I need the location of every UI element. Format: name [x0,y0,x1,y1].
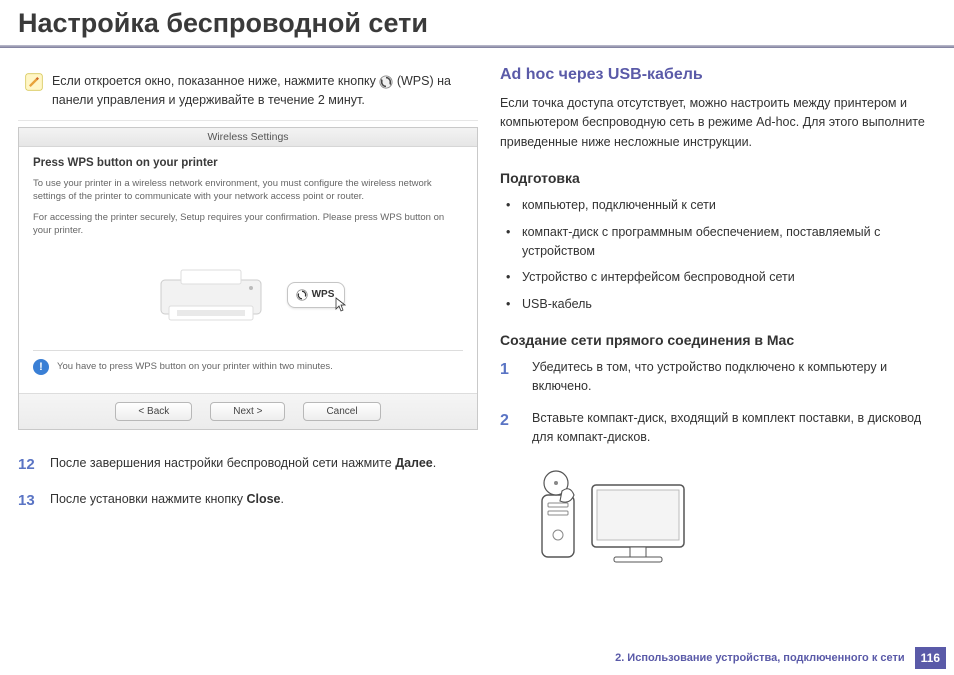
step-12: 12 После завершения настройки беспроводн… [18,454,478,477]
step-num: 1 [500,358,522,396]
pencil-note-icon [24,72,44,92]
mac-steps: 1 Убедитесь в том, что устройство подклю… [500,358,936,447]
alert-row: ! You have to press WPS button on your p… [33,350,463,385]
left-column: Если откроется окно, показанное ниже, на… [18,66,478,576]
title-rule [0,45,954,48]
step-bold: Close [246,492,280,506]
window-title: Wireless Settings [19,128,477,147]
step-bold: Далее [395,456,433,470]
wps-button[interactable]: WPS [287,282,346,308]
list-item: USB-кабель [504,295,936,314]
step-text-part: После завершения настройки беспроводной … [50,456,395,470]
computer-illustration [534,461,936,576]
step-text: После завершения настройки беспроводной … [50,454,436,477]
footer-chapter: 2. Использование устройства, подключенно… [615,652,905,664]
step-text-part: После установки нажмите кнопку [50,492,246,506]
step-num: 13 [18,490,40,513]
wps-button-icon [296,289,308,301]
footer: 2. Использование устройства, подключенно… [615,647,946,669]
note-text: Если откроется окно, показанное ниже, на… [52,72,470,110]
note-wps-label: (WPS) [397,74,434,88]
info-icon: ! [33,359,49,375]
window-text-2: For accessing the printer securely, Setu… [33,211,463,238]
alert-text: You have to press WPS button on your pri… [57,361,333,372]
wireless-settings-window: Wireless Settings Press WPS button on yo… [18,127,478,430]
mac-step-1: 1 Убедитесь в том, что устройство подклю… [500,358,936,396]
step-tail: . [433,456,436,470]
back-button[interactable]: < Back [115,402,192,421]
step-num: 2 [500,409,522,447]
printer-illustration: WPS [33,246,463,346]
wps-inline-icon [379,75,393,89]
step-13: 13 После установки нажмите кнопку Close. [18,490,478,513]
right-column: Ad hoc через USB-кабель Если точка досту… [500,66,936,576]
window-heading: Press WPS button on your printer [33,157,463,169]
printer-icon [151,260,271,330]
window-text-1: To use your printer in a wireless networ… [33,177,463,204]
prep-list: компьютер, подключенный к сети компакт-д… [500,196,936,314]
list-item: Устройство с интерфейсом беспроводной се… [504,268,936,287]
next-button[interactable]: Next > [210,402,285,421]
cancel-button[interactable]: Cancel [303,402,380,421]
step-tail: . [281,492,284,506]
left-steps: 12 После завершения настройки беспроводн… [18,454,478,513]
step-text: Вставьте компакт-диск, входящий в компле… [532,409,936,447]
cursor-icon [334,297,348,313]
section-title: Ad hoc через USB-кабель [500,66,936,84]
prep-title: Подготовка [500,170,936,186]
note-box: Если откроется окно, показанное ниже, на… [18,66,478,121]
mac-step-2: 2 Вставьте компакт-диск, входящий в комп… [500,409,936,447]
note-text-prefix: Если откроется окно, показанное ниже, на… [52,74,379,88]
intro-text: Если точка доступа отсутствует, можно на… [500,94,936,152]
mac-title: Создание сети прямого соединения в Mac [500,332,936,348]
window-buttons: < Back Next > Cancel [19,393,477,429]
step-num: 12 [18,454,40,477]
list-item: компьютер, подключенный к сети [504,196,936,215]
page-title: Настройка беспроводной сети [0,0,954,45]
page-number: 116 [915,647,946,669]
step-text: После установки нажмите кнопку Close. [50,490,284,513]
step-text: Убедитесь в том, что устройство подключе… [532,358,936,396]
wps-button-label: WPS [312,289,335,300]
list-item: компакт-диск с программным обеспечением,… [504,223,936,261]
